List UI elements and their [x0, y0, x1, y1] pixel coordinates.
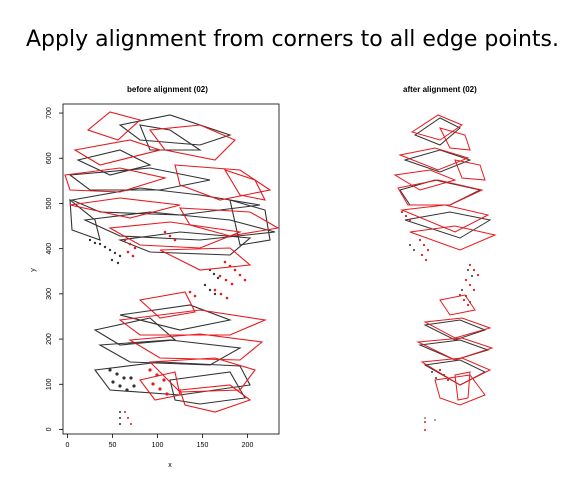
before-dark-shape [93, 317, 177, 346]
y-tick-label: 200 [46, 333, 53, 345]
before-dark-shape [229, 199, 271, 246]
after-red-shape [409, 225, 497, 251]
before-red-shape [73, 139, 162, 166]
before-red-shape [118, 309, 267, 336]
before-red-shape [128, 333, 264, 361]
slide-heading: Apply alignment from corners to all edge… [26, 27, 559, 52]
before-dark-shape [93, 361, 251, 396]
before-dark-shape [117, 231, 252, 256]
x-tick-label: 100 [152, 442, 164, 449]
before-x-label: x [168, 462, 172, 469]
before-red-shape [138, 291, 196, 319]
y-tick-label: 0 [46, 427, 53, 431]
y-tick-label: 600 [46, 152, 53, 164]
after-red-shape [454, 371, 471, 401]
y-tick-label: 300 [46, 288, 53, 300]
before-dark-shape [76, 149, 152, 176]
before-red-shape [159, 247, 252, 271]
before-plot-area [64, 111, 280, 425]
x-tick-label: 50 [109, 442, 117, 449]
before-red-shape [86, 111, 142, 141]
after-dark-shape [399, 179, 482, 206]
before-red-shape [64, 167, 168, 193]
before-red-shape [148, 124, 236, 161]
after-red-shape [434, 374, 486, 406]
before-dark-shape [83, 211, 276, 241]
after-series-red [393, 114, 497, 406]
before-red-shape [179, 207, 280, 237]
after-red-shape [416, 337, 494, 361]
before-dark-dots [88, 238, 220, 425]
after-red-dots [400, 210, 480, 431]
after-red-shape [420, 357, 492, 386]
before-plot-title: before alignment (02) [127, 85, 208, 94]
after-dark-dots [409, 244, 473, 421]
y-tick-label: 700 [46, 107, 53, 119]
before-dark-shape [69, 198, 101, 241]
before-dark-shape [118, 114, 232, 146]
after-red-shape [410, 114, 464, 141]
after-dark-shape [413, 117, 461, 146]
before-dark-shape [139, 124, 202, 151]
before-y-axis: 0 100 200 300 400 500 600 700 [46, 107, 63, 431]
after-dark-shape [418, 339, 490, 361]
before-red-shape [179, 384, 252, 413]
before-dark-shape [68, 167, 211, 191]
after-plot-title: after alignment (02) [403, 85, 477, 94]
y-tick-label: 100 [46, 378, 53, 390]
y-tick-label: 500 [46, 198, 53, 210]
before-red-shape [139, 371, 181, 401]
before-plot-frame [62, 103, 280, 435]
before-red-shape [108, 221, 243, 249]
after-series-dark [399, 117, 492, 386]
after-dark-shape [423, 319, 487, 341]
before-red-dots [123, 230, 247, 425]
before-red-shape [223, 169, 266, 201]
before-x-axis: 0 50 100 150 200 [66, 434, 254, 449]
before-red-shape [69, 197, 181, 219]
after-red-shape [400, 204, 490, 233]
before-series-red [64, 111, 280, 413]
y-tick-label: 400 [46, 243, 53, 255]
x-tick-label: 200 [242, 442, 254, 449]
after-red-shape [398, 147, 470, 171]
after-dark-shape [403, 149, 472, 173]
before-dark-shape [98, 339, 242, 366]
after-plot-area [393, 114, 497, 431]
after-red-shape [397, 179, 484, 206]
before-y-label: y [30, 268, 37, 272]
x-tick-label: 150 [197, 442, 209, 449]
after-dark-shape [404, 211, 492, 239]
after-red-shape [454, 159, 486, 181]
before-red-shape [174, 164, 272, 201]
after-red-shape [423, 317, 492, 339]
after-red-shape [439, 294, 476, 316]
before-dark-shape [119, 304, 232, 331]
before-red-shape [148, 357, 256, 393]
x-tick-label: 0 [66, 442, 70, 449]
after-red-shape [439, 127, 471, 151]
